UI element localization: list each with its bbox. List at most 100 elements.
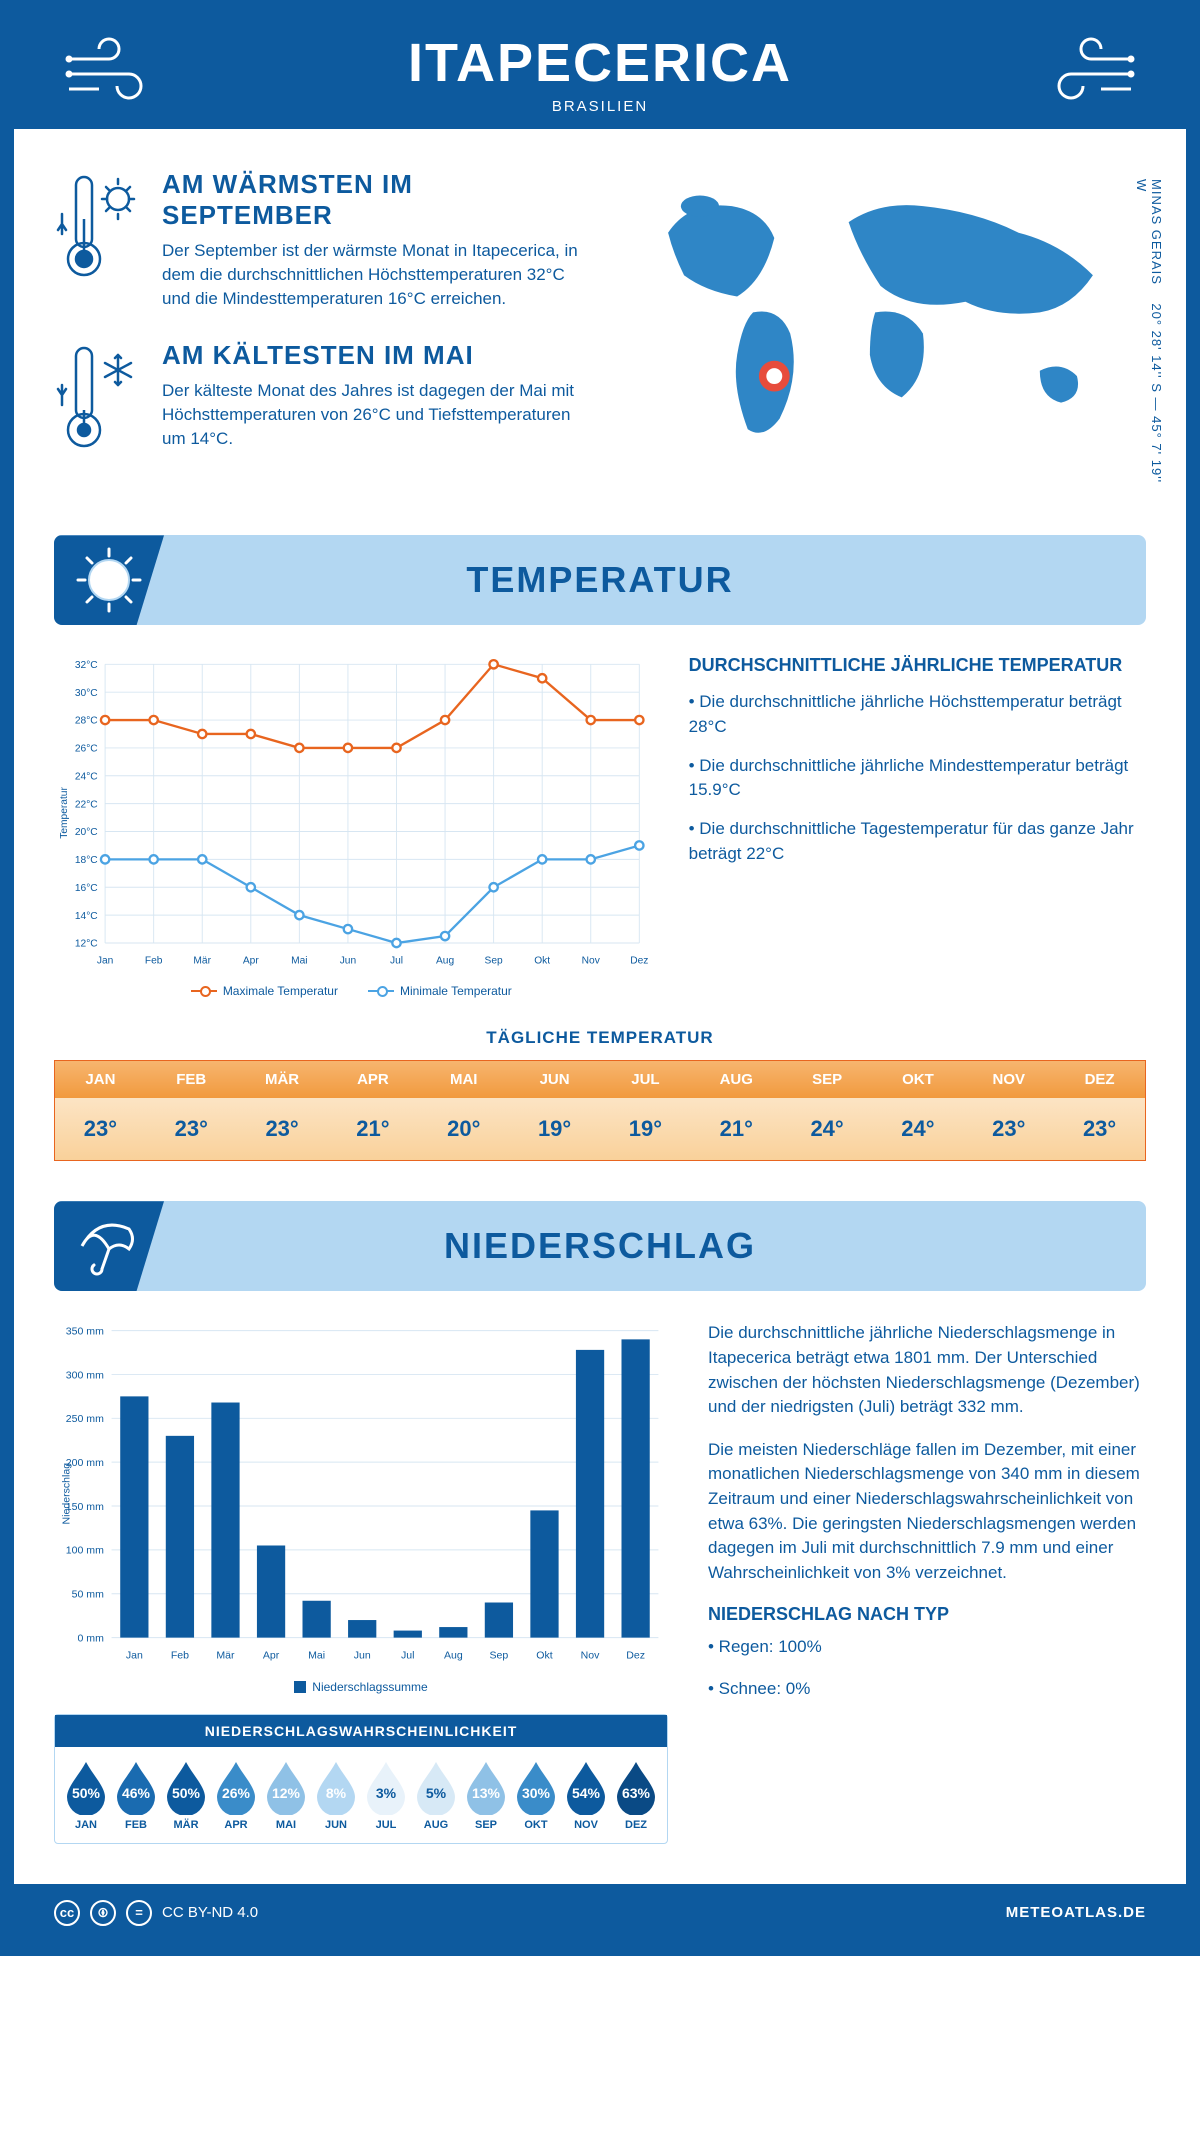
cc-icon: cc — [54, 1900, 80, 1926]
svg-text:22°C: 22°C — [75, 800, 98, 811]
temp-summary-heading: DURCHSCHNITTLICHE JÄHRLICHE TEMPERATUR — [689, 655, 1146, 676]
svg-text:32°C: 32°C — [75, 660, 98, 671]
svg-text:30°C: 30°C — [75, 688, 98, 699]
svg-text:Jun: Jun — [340, 956, 357, 967]
probability-drop: 8%JUN — [313, 1759, 359, 1831]
probability-drop: 26%APR — [213, 1759, 259, 1831]
table-cell: 23° — [963, 1098, 1054, 1160]
svg-text:26°C: 26°C — [75, 744, 98, 755]
coldest-fact: AM KÄLTESTEN IM MAI Der kälteste Monat d… — [54, 340, 585, 465]
svg-text:14°C: 14°C — [75, 911, 98, 922]
precipitation-chart: 0 mm50 mm100 mm150 mm200 mm250 mm300 mm3… — [54, 1321, 668, 1843]
table-cell: 24° — [873, 1098, 964, 1160]
precip-summary: Die durchschnittliche jährliche Niedersc… — [708, 1321, 1146, 1843]
svg-text:250 mm: 250 mm — [66, 1413, 104, 1425]
svg-text:Okt: Okt — [536, 1650, 552, 1662]
svg-text:300 mm: 300 mm — [66, 1370, 104, 1382]
table-header: OKT — [873, 1061, 964, 1098]
license: cc 🅯 = CC BY-ND 4.0 — [54, 1900, 258, 1926]
table-cell: 19° — [509, 1098, 600, 1160]
table-header: DEZ — [1054, 1061, 1145, 1098]
svg-text:Sep: Sep — [485, 956, 503, 967]
svg-text:100 mm: 100 mm — [66, 1545, 104, 1557]
svg-text:Mai: Mai — [308, 1650, 325, 1662]
precip-probability-box: NIEDERSCHLAGSWAHRSCHEINLICHKEIT 50%JAN46… — [54, 1714, 668, 1844]
table-cell: 23° — [237, 1098, 328, 1160]
probability-drop: 12%MAI — [263, 1759, 309, 1831]
coldest-title: AM KÄLTESTEN IM MAI — [162, 340, 585, 371]
table-cell: 21° — [328, 1098, 419, 1160]
svg-text:0 mm: 0 mm — [78, 1633, 105, 1645]
temp-summary: DURCHSCHNITTLICHE JÄHRLICHE TEMPERATUR •… — [689, 655, 1146, 998]
svg-text:Apr: Apr — [243, 956, 259, 967]
warmest-text: Der September ist der wärmste Monat in I… — [162, 239, 585, 310]
infographic-container: ITAPECERICA BRASILIEN AM WÄRMSTEN IM SEP… — [0, 0, 1200, 1956]
svg-text:Jan: Jan — [126, 1650, 143, 1662]
probability-drop: 54%NOV — [563, 1759, 609, 1831]
probability-drop: 63%DEZ — [613, 1759, 659, 1831]
probability-drop: 50%MÄR — [163, 1759, 209, 1831]
svg-text:Dez: Dez — [630, 956, 648, 967]
table-header: FEB — [146, 1061, 237, 1098]
precip-legend: Niederschlagssumme — [54, 1680, 668, 1694]
thermometer-snow-icon — [54, 340, 144, 465]
page-subtitle: BRASILIEN — [14, 98, 1186, 115]
svg-text:Jun: Jun — [354, 1650, 371, 1662]
table-cell: 19° — [600, 1098, 691, 1160]
precip-heading: NIEDERSCHLAG — [444, 1225, 756, 1267]
table-header: JAN — [55, 1061, 146, 1098]
svg-text:Jul: Jul — [401, 1650, 414, 1662]
table-header: NOV — [963, 1061, 1054, 1098]
temperature-chart: 12°C14°C16°C18°C20°C22°C24°C26°C28°C30°C… — [54, 655, 649, 998]
table-cell: 23° — [146, 1098, 237, 1160]
svg-text:Feb: Feb — [145, 956, 163, 967]
table-header: JUN — [509, 1061, 600, 1098]
svg-text:20°C: 20°C — [75, 828, 98, 839]
top-row: AM WÄRMSTEN IM SEPTEMBER Der September i… — [54, 169, 1146, 495]
sun-icon — [54, 535, 164, 625]
table-cell: 24° — [782, 1098, 873, 1160]
probability-drop: 13%SEP — [463, 1759, 509, 1831]
table-header: MÄR — [237, 1061, 328, 1098]
footer: cc 🅯 = CC BY-ND 4.0 METEOATLAS.DE — [14, 1884, 1186, 1942]
warmest-title: AM WÄRMSTEN IM SEPTEMBER — [162, 169, 585, 231]
site-credit: METEOATLAS.DE — [1006, 1904, 1146, 1921]
table-header: JUL — [600, 1061, 691, 1098]
probability-drop: 5%AUG — [413, 1759, 459, 1831]
prob-title: NIEDERSCHLAGSWAHRSCHEINLICHKEIT — [55, 1715, 667, 1747]
svg-text:12°C: 12°C — [75, 939, 98, 950]
svg-text:Jul: Jul — [390, 956, 403, 967]
table-cell: 21° — [691, 1098, 782, 1160]
table-cell: 23° — [1054, 1098, 1145, 1160]
probability-drop: 30%OKT — [513, 1759, 559, 1831]
table-header: MAI — [418, 1061, 509, 1098]
svg-text:Mär: Mär — [193, 956, 211, 967]
daily-temp-title: TÄGLICHE TEMPERATUR — [54, 1028, 1146, 1048]
precip-type-heading: NIEDERSCHLAG NACH TYP — [708, 1604, 1146, 1625]
svg-text:Aug: Aug — [436, 956, 454, 967]
page-title: ITAPECERICA — [14, 32, 1186, 94]
svg-text:Dez: Dez — [626, 1650, 645, 1662]
location-marker — [763, 364, 786, 387]
header: ITAPECERICA BRASILIEN — [14, 14, 1186, 129]
coldest-text: Der kälteste Monat des Jahres ist dagege… — [162, 379, 585, 450]
probability-drop: 3%JUL — [363, 1759, 409, 1831]
table-cell: 20° — [418, 1098, 509, 1160]
wind-icon — [1026, 34, 1136, 104]
svg-text:50 mm: 50 mm — [72, 1589, 104, 1601]
svg-text:16°C: 16°C — [75, 883, 98, 894]
svg-text:Nov: Nov — [582, 956, 601, 967]
svg-text:28°C: 28°C — [75, 716, 98, 727]
svg-text:Sep: Sep — [490, 1650, 509, 1662]
nd-icon: = — [126, 1900, 152, 1926]
table-header: AUG — [691, 1061, 782, 1098]
svg-text:18°C: 18°C — [75, 855, 98, 866]
by-icon: 🅯 — [90, 1900, 116, 1926]
umbrella-icon — [54, 1201, 164, 1291]
temp-section-banner: TEMPERATUR — [54, 535, 1146, 625]
probability-drop: 50%JAN — [63, 1759, 109, 1831]
svg-text:Mär: Mär — [216, 1650, 235, 1662]
svg-text:Niederschlag: Niederschlag — [60, 1463, 72, 1525]
svg-text:Apr: Apr — [263, 1650, 280, 1662]
precip-section-banner: NIEDERSCHLAG — [54, 1201, 1146, 1291]
